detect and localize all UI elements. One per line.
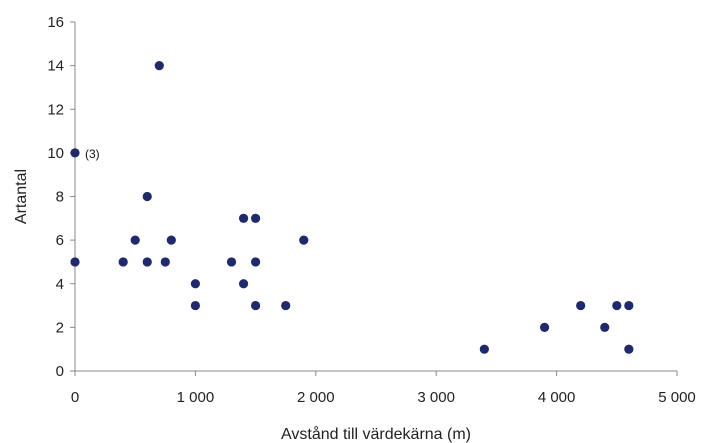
data-point	[142, 191, 152, 202]
axes	[74, 22, 677, 372]
data-point	[160, 257, 170, 267]
y-tick-label: 2	[56, 319, 64, 336]
data-point	[70, 257, 80, 267]
data-point	[281, 300, 291, 311]
y-tick-label: 14	[47, 58, 64, 75]
y-tick-label: 12	[47, 101, 64, 118]
annotations: (3)	[85, 147, 100, 161]
data-point	[142, 257, 152, 267]
y-ticks: 0 2 4 6 8 10 12 14 16	[47, 14, 75, 380]
point-annotation: (3)	[85, 147, 100, 161]
y-tick-label: 16	[47, 14, 64, 31]
x-tick-label: 4 000	[538, 389, 576, 406]
data-point	[251, 257, 261, 267]
data-point	[576, 300, 586, 311]
data-point	[624, 344, 634, 354]
data-point	[612, 300, 622, 311]
data-point	[624, 300, 634, 311]
y-tick-label: 4	[56, 276, 64, 293]
data-point	[118, 257, 128, 267]
y-axis-title: Artantal	[13, 169, 30, 224]
data-point	[70, 148, 80, 158]
data-point	[238, 279, 249, 289]
y-tick-label: 8	[56, 189, 64, 206]
x-tick-label: 5 000	[658, 389, 696, 406]
data-point	[154, 61, 164, 71]
data-point	[251, 213, 261, 223]
x-tick-label: 2 000	[297, 389, 335, 406]
data-point	[226, 257, 237, 267]
data-points	[70, 61, 634, 354]
data-point	[238, 213, 249, 223]
y-tick-label: 10	[47, 145, 64, 162]
y-tick-label: 0	[56, 363, 64, 380]
data-point	[479, 344, 489, 354]
x-tick-label: 3 000	[417, 389, 455, 406]
x-ticks: 0 1 000 2 000 3 000 4 000 5 000	[71, 371, 696, 406]
y-tick-label: 6	[56, 232, 64, 249]
data-point	[190, 279, 200, 289]
data-point	[299, 235, 309, 245]
data-point	[539, 322, 550, 332]
data-point	[130, 235, 140, 245]
data-point	[190, 300, 200, 311]
x-axis-title: Avstånd till värdekärna (m)	[281, 425, 471, 443]
data-point	[166, 235, 176, 245]
x-tick-label: 0	[71, 389, 79, 406]
data-point	[600, 322, 610, 332]
x-tick-label: 1 000	[177, 389, 215, 406]
data-point	[251, 300, 261, 311]
